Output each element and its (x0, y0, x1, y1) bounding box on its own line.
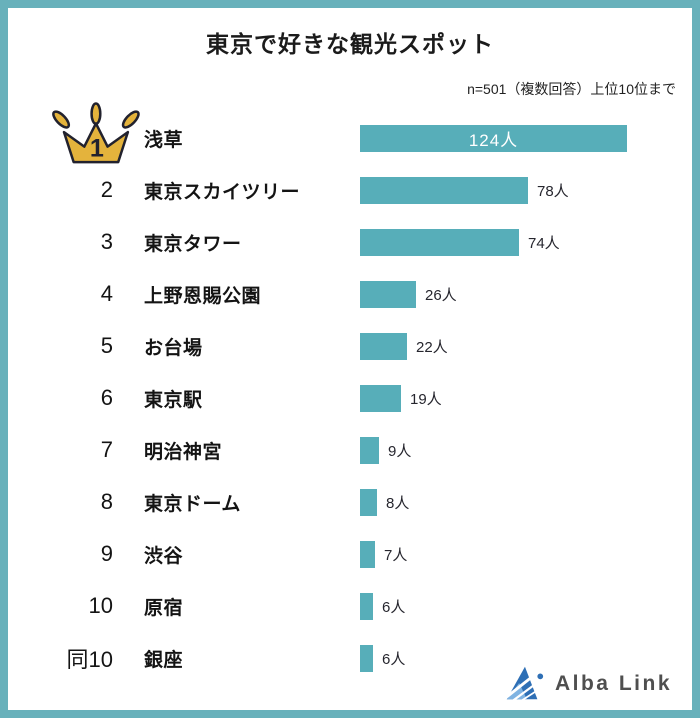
ranking-row: 4 上野恩賜公園 26人 (8, 268, 692, 320)
value-label-outside: 78人 (537, 182, 569, 200)
bar-area: 22人 (360, 332, 692, 360)
rank-cell: 9 (8, 541, 113, 567)
ranking-row: 3 東京タワー 74人 (8, 216, 692, 268)
rank-cell: 8 (8, 489, 113, 515)
value-label-inside: 124人 (468, 130, 519, 150)
bar-area: 78人 (360, 176, 692, 204)
rank-cell: 5 (8, 333, 113, 359)
ranking-row: 9 渋谷 7人 (8, 528, 692, 580)
rank-cell: 6 (8, 385, 113, 411)
ranking-row: 8 東京ドーム 8人 (8, 476, 692, 528)
rank-cell: 2 (8, 177, 113, 203)
spot-label: 渋谷 (144, 545, 184, 567)
value-label-outside: 6人 (382, 650, 406, 668)
crown-icon: 1 (51, 102, 140, 165)
spot-label: 明治神宮 (144, 441, 223, 463)
value-bar (360, 228, 519, 256)
rank-cell: 1 (8, 102, 140, 168)
rank-number: 同10 (66, 647, 113, 672)
value-label-outside: 8人 (386, 494, 410, 512)
bar-area: 124人 (360, 124, 692, 152)
bar-area: 9人 (360, 436, 692, 464)
spot-label: 東京ドーム (144, 493, 241, 515)
value-bar (360, 592, 373, 620)
ranking-row: 2 東京スカイツリー 78人 (8, 164, 692, 216)
rank-cell: 7 (8, 437, 113, 463)
spot-label: 東京スカイツリー (144, 181, 301, 203)
rank-number: 8 (100, 489, 113, 514)
rank-cell: 3 (8, 229, 113, 255)
value-bar (360, 540, 375, 568)
bar-area: 6人 (360, 644, 692, 672)
bar-area: 6人 (360, 592, 692, 620)
ranking-row: 同10 銀座 6人 (8, 632, 692, 684)
value-label-outside: 22人 (416, 338, 448, 356)
value-bar (360, 384, 401, 412)
value-label-outside: 26人 (425, 286, 457, 304)
spot-label: 浅草 (144, 129, 184, 151)
rank-number: 10 (88, 593, 113, 618)
rank-number: 9 (100, 541, 113, 566)
spot-label: 東京タワー (144, 233, 242, 255)
value-bar (360, 176, 528, 204)
rank-number: 3 (100, 229, 113, 254)
rank-number: 7 (100, 437, 113, 462)
ranking-rows: 1 浅草 124人 2 東京スカイツリー 78人 3 東京 (8, 102, 692, 684)
rank-number: 5 (100, 333, 113, 358)
alba-link-triangle-icon (502, 664, 546, 704)
value-bar: 124人 (360, 124, 627, 152)
rank-cell: 同10 (8, 642, 113, 674)
value-bar (360, 280, 416, 308)
rank-cell: 10 (8, 593, 113, 619)
bar-area: 8人 (360, 488, 692, 516)
bar-area: 19人 (360, 384, 692, 412)
value-label-outside: 7人 (384, 546, 408, 564)
spot-label: 東京駅 (144, 389, 203, 411)
spot-label: 原宿 (144, 597, 184, 619)
value-bar (360, 644, 373, 672)
rank-number: 2 (100, 177, 113, 202)
spot-label: 銀座 (144, 649, 184, 671)
alba-link-logo: Alba Link (502, 664, 672, 704)
ranking-row: 6 東京駅 19人 (8, 372, 692, 424)
value-label-outside: 9人 (388, 442, 412, 460)
value-label-outside: 74人 (528, 234, 560, 252)
spot-label: お台場 (144, 337, 203, 359)
rank-cell: 4 (8, 281, 113, 307)
bar-area: 74人 (360, 228, 692, 256)
page-title: 東京で好きな観光スポット (206, 31, 494, 57)
sample-size-note: n=501（複数回答）上位10位まで (467, 81, 676, 97)
svg-text:1: 1 (90, 134, 104, 162)
ranking-row: 5 お台場 22人 (8, 320, 692, 372)
ranking-row: 7 明治神宮 9人 (8, 424, 692, 476)
rank-number: 6 (100, 385, 113, 410)
spot-label: 上野恩賜公園 (144, 285, 262, 307)
value-bar (360, 488, 377, 516)
rank-number: 4 (100, 281, 113, 306)
bar-area: 26人 (360, 280, 692, 308)
value-bar (360, 436, 379, 464)
value-label-outside: 6人 (382, 598, 406, 616)
alba-link-logo-text: Alba Link (554, 672, 672, 695)
bar-area: 7人 (360, 540, 692, 568)
value-bar (360, 332, 407, 360)
ranking-row: 1 浅草 124人 (8, 102, 692, 164)
value-label-outside: 19人 (410, 390, 442, 408)
ranking-row: 10 原宿 6人 (8, 580, 692, 632)
